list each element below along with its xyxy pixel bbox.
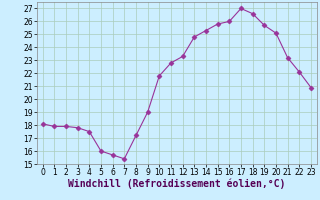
X-axis label: Windchill (Refroidissement éolien,°C): Windchill (Refroidissement éolien,°C) [68, 179, 285, 189]
